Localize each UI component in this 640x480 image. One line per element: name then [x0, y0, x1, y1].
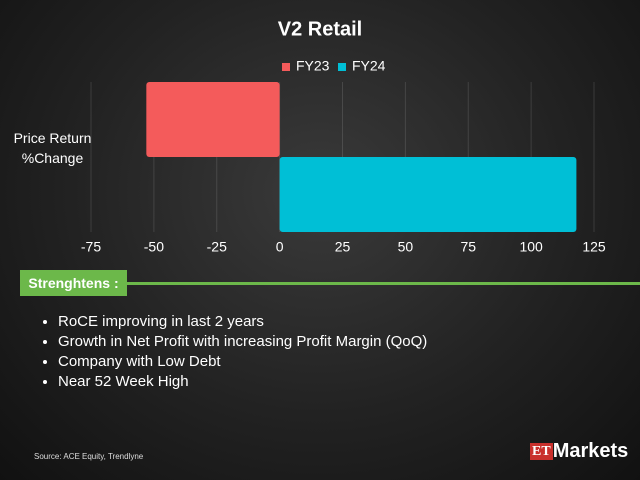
x-tick-label: 25: [335, 239, 351, 255]
legend-label: FY24: [352, 58, 386, 74]
strength-item: Company with Low Debt: [58, 352, 427, 372]
logo-prefix: ET: [530, 442, 553, 460]
logo-name: Markets: [552, 440, 629, 463]
strength-item: RoCE improving in last 2 years: [58, 312, 427, 332]
x-tick-label: 100: [519, 239, 543, 255]
bar: [146, 82, 280, 157]
source: Source: ACE Equity, Trendlyne: [34, 452, 144, 461]
x-tick-label: -25: [207, 239, 227, 255]
legend-swatch: [338, 63, 346, 71]
bar: [279, 157, 577, 232]
x-tick-label: 125: [582, 239, 606, 255]
chart-title: V2 Retail: [278, 18, 362, 40]
x-tick-label: -75: [81, 239, 101, 255]
legend-label: FY23: [296, 58, 330, 74]
x-tick-label: -50: [144, 239, 164, 255]
logo: ET Markets: [530, 440, 628, 463]
legend-swatch: [282, 63, 290, 71]
strength-item: Near 52 Week High: [58, 372, 427, 392]
x-tick-label: 75: [460, 239, 476, 255]
x-tick-label: 0: [276, 239, 284, 255]
chart: V2 Retail -75 -50 -25 0 25 50 75 100 125 FY23 FY24: [81, 18, 606, 255]
category-label: Price Return %Change: [13, 130, 92, 166]
x-tick-label: 50: [398, 239, 414, 255]
divider: [127, 282, 640, 285]
strength-list: RoCE improving in last 2 yearsGrowth in …: [20, 312, 427, 392]
section-heading: Strenghtens :: [20, 270, 127, 296]
strength-item: Growth in Net Profit with increasing Pro…: [58, 332, 427, 352]
